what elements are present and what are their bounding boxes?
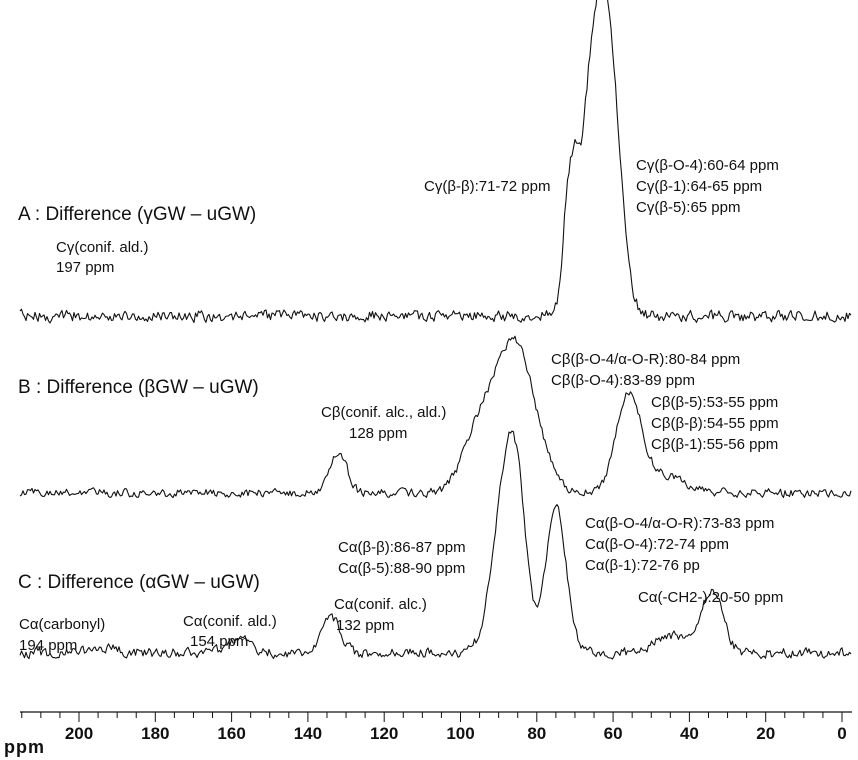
- annotation-a-conif-ald-line2: 197 ppm: [56, 259, 114, 276]
- spectrum-trace-a: [19, 0, 852, 324]
- annotation-c-calpha-bo4-line2: Cα(β-O-4):72-74 ppm: [585, 536, 729, 553]
- tick-label-100: 100: [446, 724, 474, 743]
- annotation-c-conif-ald-line2: 154 ppm: [190, 633, 248, 650]
- series-c-label: C : Difference (αGW – uGW): [18, 572, 260, 593]
- annotation-a-cgamma-beta-beta: Cγ(β-β):71-72 ppm: [424, 178, 550, 195]
- annotation-a-cgamma-bo4-line3: Cγ(β-5):65 ppm: [636, 199, 741, 216]
- annotation-c-conif-alc-line2: 132 ppm: [336, 617, 394, 634]
- tick-label-120: 120: [370, 724, 398, 743]
- x-axis: 200 180 160 140 120 100 80 60 40 20 0 pp…: [4, 711, 852, 757]
- tick-label-0: 0: [837, 724, 846, 743]
- annotation-b-cbeta-b5-line1: Cβ(β-5):53-55 ppm: [651, 394, 778, 411]
- annotation-c-conif-alc-line1: Cα(conif. alc.): [334, 596, 427, 613]
- tick-label-80: 80: [527, 724, 546, 743]
- spectrum-trace-b: [19, 335, 852, 499]
- annotation-a-conif-ald-line1: Cγ(conif. ald.): [56, 239, 149, 256]
- annotation-b-conif-alc-line2: 128 ppm: [349, 425, 407, 442]
- annotation-b-conif-alc-line1: Cβ(conif. alc., ald.): [321, 404, 446, 421]
- series-b-label: B : Difference (βGW – uGW): [18, 377, 259, 398]
- spectrum-trace-c: [19, 430, 852, 660]
- annotation-c-calpha-ch2: Cα(-CH2-):20-50 ppm: [638, 589, 783, 606]
- series-c: C : Difference (αGW – uGW) Cα(β-O-4/α-O-…: [18, 430, 852, 660]
- annotation-a-cgamma-bo4-line2: Cγ(β-1):64-65 ppm: [636, 178, 762, 195]
- tick-label-160: 160: [217, 724, 245, 743]
- series-a: A : Difference (γGW – uGW) Cγ(β-β):71-72…: [18, 0, 852, 324]
- annotation-c-calpha-bo4-line1: Cα(β-O-4/α-O-R):73-83 ppm: [585, 515, 774, 532]
- annotation-c-calpha-bo4-line3: Cα(β-1):72-76 pp: [585, 557, 700, 574]
- tick-label-20: 20: [756, 724, 775, 743]
- tick-label-180: 180: [141, 724, 169, 743]
- annotation-c-carbonyl-line1: Cα(carbonyl): [19, 616, 105, 633]
- tick-label-140: 140: [294, 724, 322, 743]
- annotation-b-cbeta-b5-line3: Cβ(β-1):55-56 ppm: [651, 436, 778, 453]
- annotation-c-calpha-bb-line1: Cα(β-β):86-87 ppm: [338, 539, 466, 556]
- annotation-c-conif-ald-line1: Cα(conif. ald.): [183, 613, 277, 630]
- tick-label-40: 40: [680, 724, 699, 743]
- x-axis-tick-labels: 200 180 160 140 120 100 80 60 40 20 0: [65, 724, 847, 743]
- annotation-c-calpha-bb-line2: Cα(β-5):88-90 ppm: [338, 560, 465, 577]
- series-b: B : Difference (βGW – uGW) Cβ(β-O-4/α-O-…: [18, 335, 852, 499]
- x-axis-minor-ticks: [21, 712, 824, 718]
- annotation-c-carbonyl-line2: 194 ppm: [19, 637, 77, 654]
- tick-label-60: 60: [604, 724, 623, 743]
- x-axis-title: ppm: [4, 737, 45, 757]
- series-a-label: A : Difference (γGW – uGW): [18, 204, 256, 225]
- annotation-a-cgamma-bo4-line1: Cγ(β-O-4):60-64 ppm: [636, 157, 779, 174]
- annotation-b-cbeta-bo4-line2: Cβ(β-O-4):83-89 ppm: [551, 372, 695, 389]
- tick-label-200: 200: [65, 724, 93, 743]
- annotation-b-cbeta-b5-line2: Cβ(β-β):54-55 ppm: [651, 415, 779, 432]
- x-axis-major-ticks: [78, 712, 843, 722]
- annotation-b-cbeta-bo4-line1: Cβ(β-O-4/α-O-R):80-84 ppm: [551, 351, 740, 368]
